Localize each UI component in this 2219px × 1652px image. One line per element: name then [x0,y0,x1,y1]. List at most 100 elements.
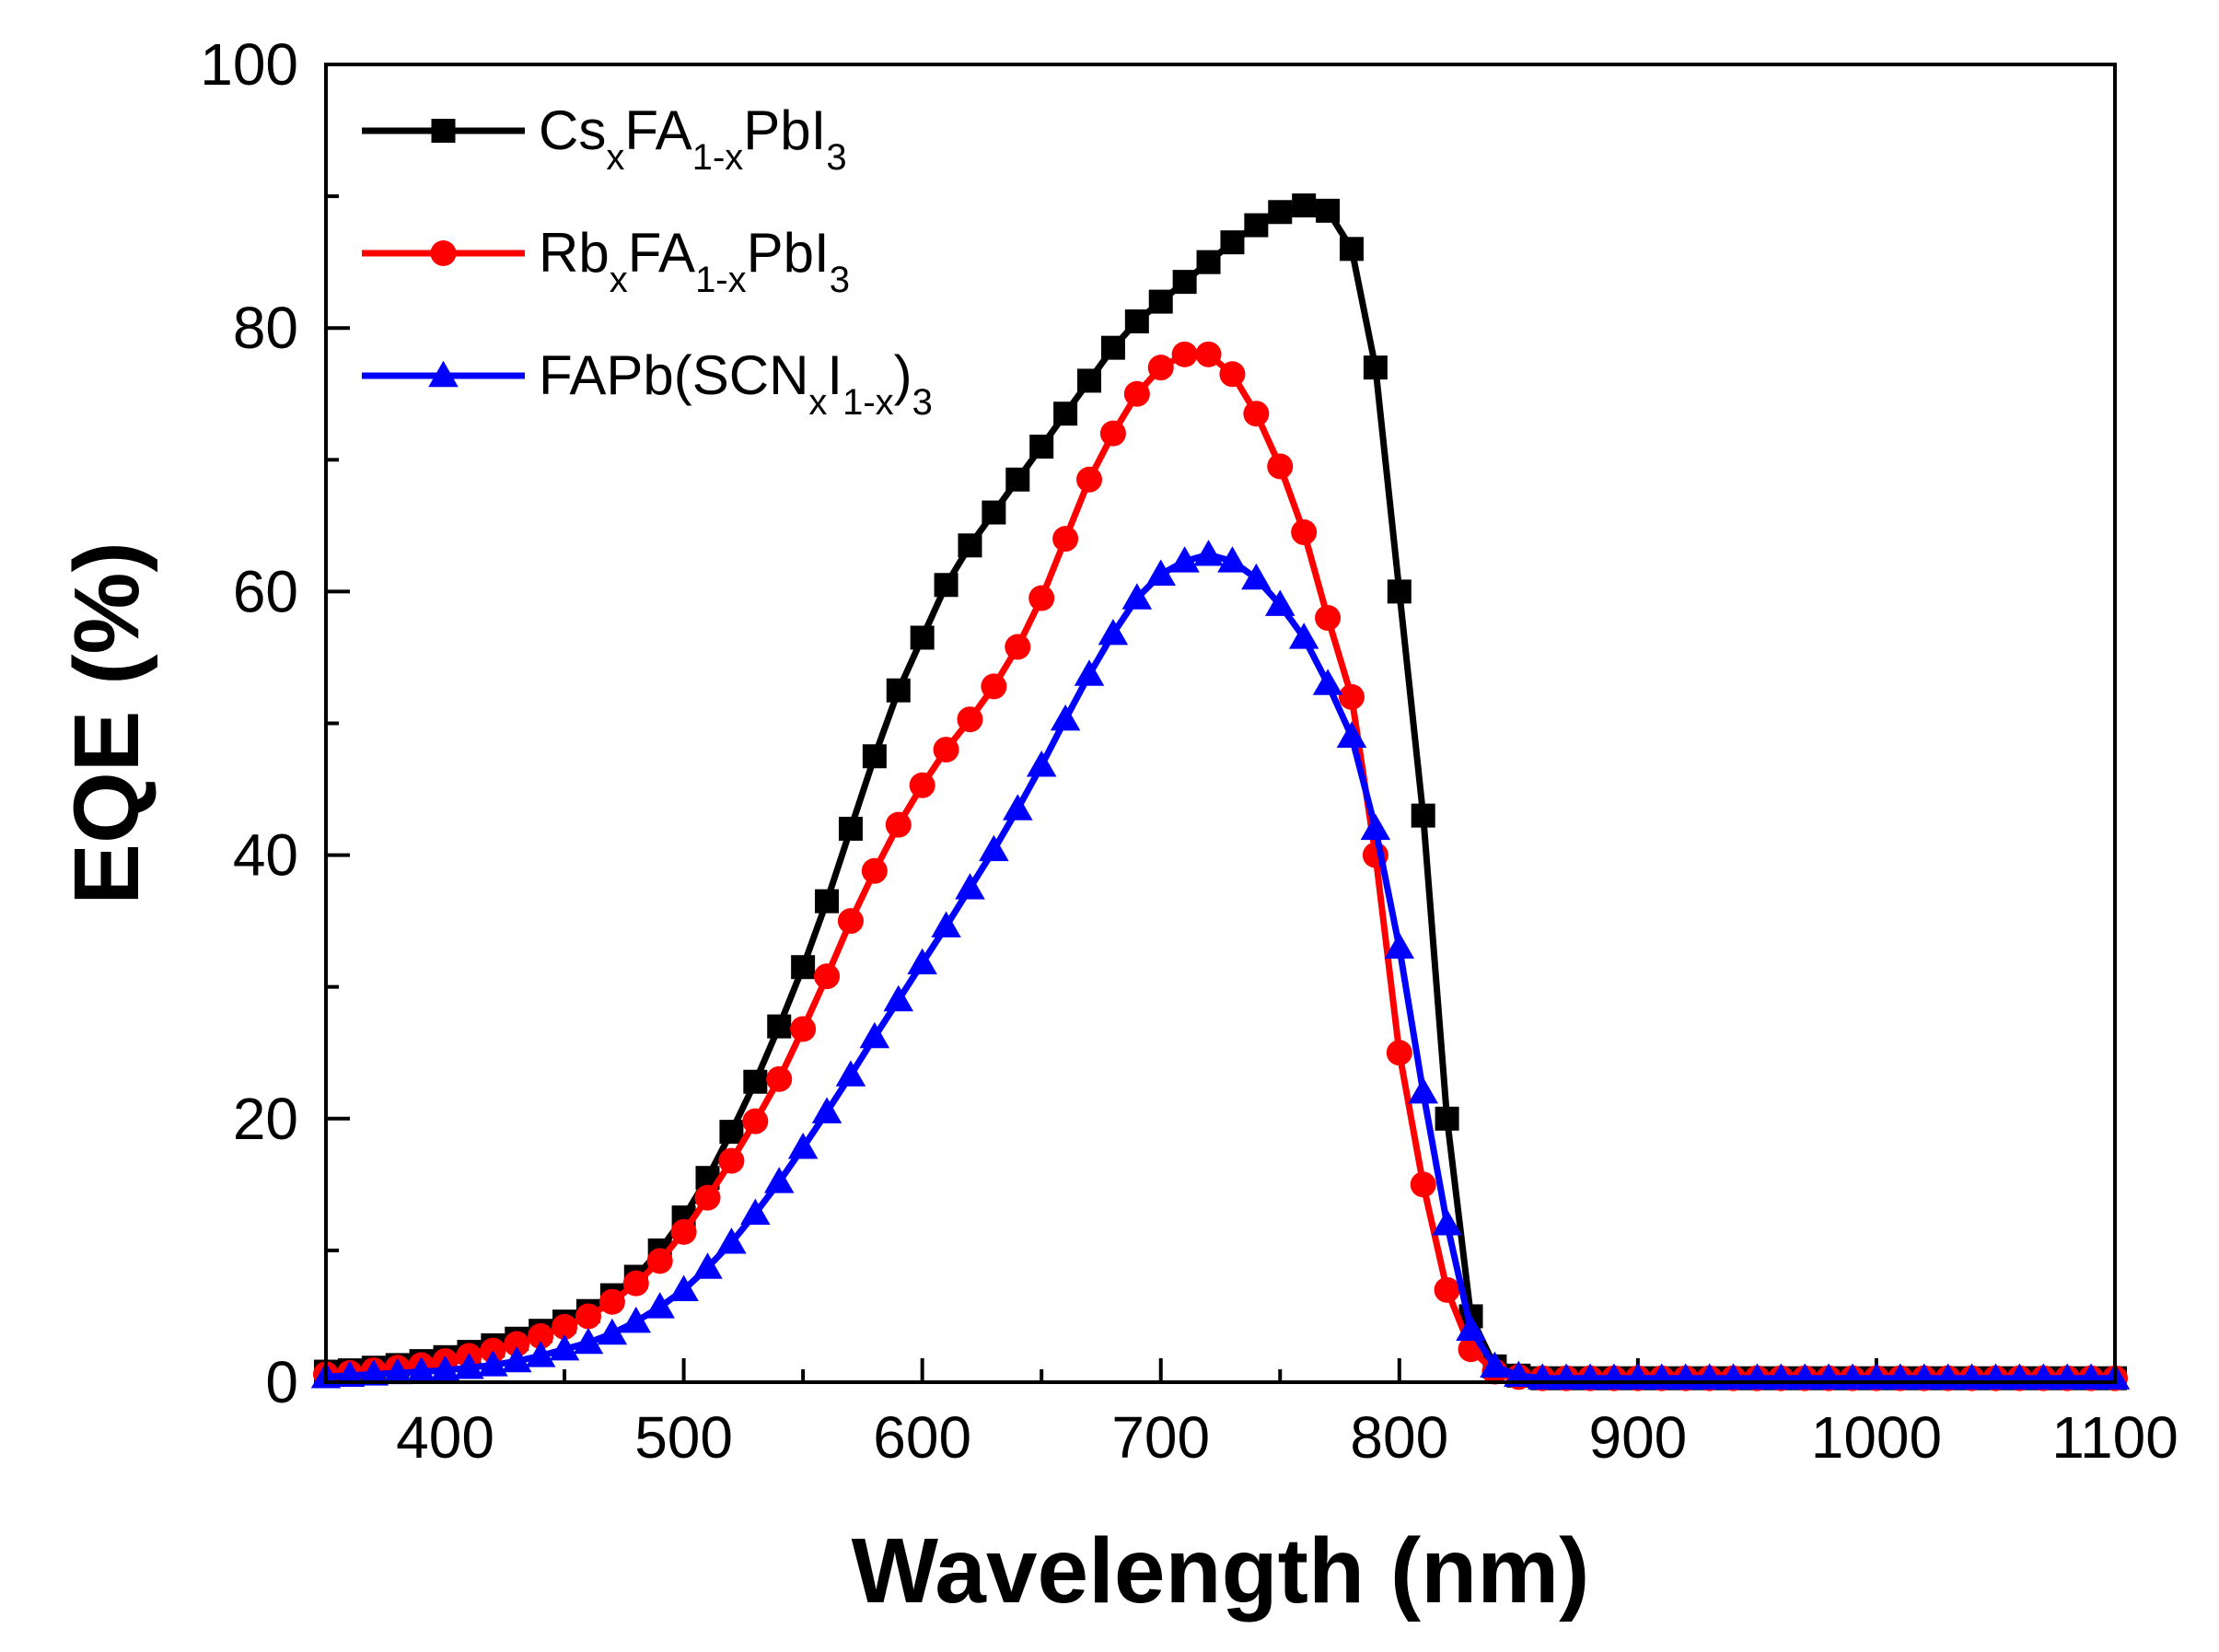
data-point [811,1097,842,1123]
data-point [1003,794,1033,820]
y-tick-label: 40 [233,822,298,889]
data-point [1121,583,1153,610]
data-point [1053,401,1078,426]
data-point [910,625,935,650]
data-point [1456,1314,1486,1341]
series-2 [313,341,2128,1391]
data-point [883,984,914,1012]
data-point [1243,401,1270,427]
data-point [528,1322,554,1349]
data-point [645,1292,675,1319]
data-point [549,1333,580,1361]
data-point [719,1120,744,1145]
data-point [406,1356,436,1383]
data-point [982,500,1006,525]
data-point [692,1252,723,1279]
data-point [1315,605,1342,632]
data-point [1292,193,1317,218]
data-point [668,1274,699,1302]
data-point [1387,579,1412,604]
data-point [742,1108,769,1134]
data-point [478,1350,508,1377]
data-point [622,1270,649,1297]
data-point [1005,467,1030,492]
data-point [1408,1076,1438,1104]
data-point [1434,1276,1460,1303]
legend: CsxFA1-xPbI3 RbxFA1-xPbI3 FAPb(SCNxI1-x)3 [362,99,933,423]
data-point [934,573,958,598]
data-point [1360,813,1391,841]
legend-marker [428,360,459,388]
data-point [981,673,1007,700]
y-tick-label: 80 [233,295,298,361]
data-point [1145,559,1176,586]
data-point [598,1288,625,1315]
data-point [979,834,1009,862]
legend-label: CsxFA1-xPbI3 [539,99,847,178]
series-line [322,351,2119,1382]
data-point [1074,659,1105,686]
data-point [1291,519,1318,546]
data-point [597,1318,628,1345]
data-point [430,1355,460,1382]
data-point [838,816,863,841]
data-point [621,1306,652,1333]
data-point [1316,198,1341,223]
y-tick-label: 20 [233,1086,298,1152]
data-point [1241,563,1272,590]
data-point [1098,618,1129,646]
data-point [1026,750,1057,777]
data-point [1219,361,1246,388]
x-tick-label: 1000 [1811,1404,1942,1471]
x-tick-label: 600 [873,1404,971,1471]
data-point [1100,335,1125,360]
data-point [1029,434,1054,459]
data-point [694,1184,721,1211]
data-point [1338,683,1365,710]
data-point [767,1014,792,1039]
data-point [1193,540,1224,566]
data-point [1196,250,1221,274]
data-point [1050,704,1081,731]
data-point [525,1341,556,1367]
data-point [716,1227,747,1254]
data-point [504,1331,530,1357]
y-tick-label: 0 [265,1349,298,1415]
data-point [552,1313,578,1340]
data-point [790,1016,817,1042]
data-point [670,1218,697,1245]
data-point [862,744,887,769]
data-point [1028,585,1055,611]
data-point [886,678,911,703]
data-point [1123,380,1150,407]
data-point [958,533,982,558]
data-point [1432,1209,1462,1236]
x-tick-label: 700 [1111,1404,1210,1471]
data-point [1217,546,1248,573]
data-point [1172,270,1197,295]
data-point [743,1069,768,1094]
data-point [1099,420,1126,447]
data-point [1265,589,1295,616]
data-point [763,1167,795,1193]
data-point [1504,1360,1534,1388]
x-tick-label: 1100 [2051,1404,2178,1471]
y-tick-label: 60 [233,558,298,624]
data-point [1124,309,1149,334]
y-tick-label: 100 [200,31,298,98]
data-point [885,811,912,838]
data-point [740,1198,771,1226]
data-point [382,1357,412,1385]
series-line [322,551,2119,1382]
legend-marker [431,119,456,143]
data-point [1336,721,1367,748]
legend-marker [430,240,457,266]
data-point [909,772,935,798]
legend-label: FAPb(SCNxI1-x)3 [539,344,933,423]
data-point [646,1248,673,1274]
data-point [1147,355,1174,381]
x-tick-label: 500 [634,1404,733,1471]
data-point [1411,803,1435,828]
data-point [766,1065,793,1092]
